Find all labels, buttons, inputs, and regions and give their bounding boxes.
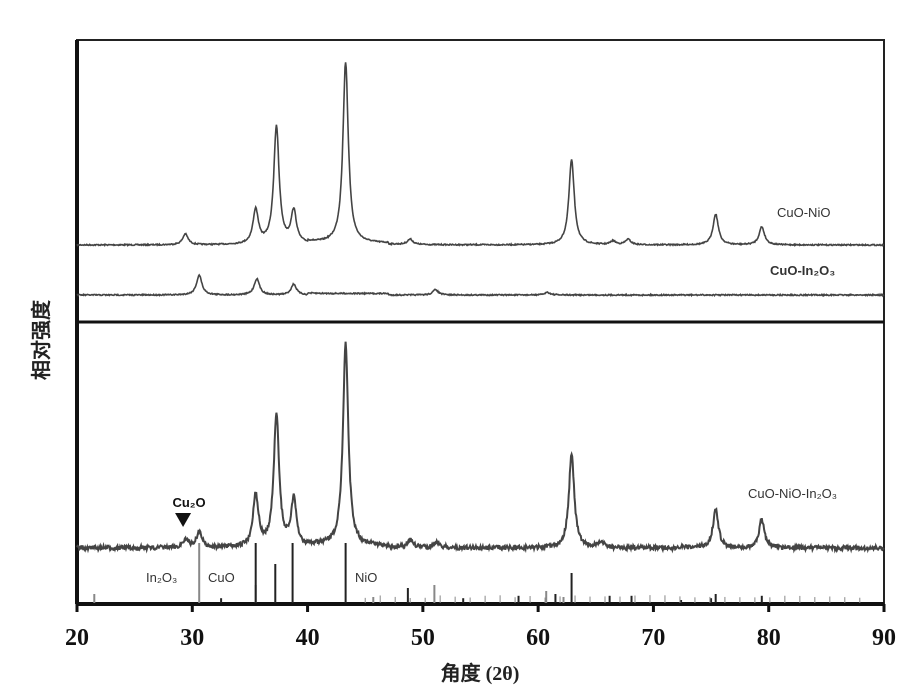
x-tick-label: 60: [526, 625, 550, 651]
series-label: CuO-NiO: [777, 205, 830, 220]
xrd-chart: 20 30 40 50 60 70 80 90 CuO-NiO CuO-In₂O₃ CuO-NiO…: [0, 0, 921, 696]
x-tick-label: 30: [180, 625, 204, 651]
series-line: [77, 342, 884, 550]
x-tick-label: 20: [65, 625, 89, 651]
reference-label: CuO: [208, 570, 235, 585]
series-label: CuO-NiO-In₂O₃: [748, 486, 837, 501]
series-line: [77, 275, 884, 296]
x-axis-title: 角度 (2θ): [441, 661, 520, 685]
y-axis-title: 相对强度: [29, 299, 53, 380]
x-tick-label: 70: [641, 625, 665, 651]
x-tick-label: 40: [296, 625, 320, 651]
reference-label: NiO: [355, 570, 377, 585]
series-label: CuO-In₂O₃: [770, 263, 835, 278]
cu2o-marker-triangle: [175, 513, 191, 527]
x-tick-label: 80: [757, 625, 781, 651]
x-tick-label: 50: [411, 625, 435, 651]
x-tick-label: 90: [872, 625, 896, 651]
cu2o-annotation: Cu₂O: [172, 495, 205, 510]
reference-label: In₂O₃: [146, 570, 177, 585]
series-line: [77, 62, 884, 245]
